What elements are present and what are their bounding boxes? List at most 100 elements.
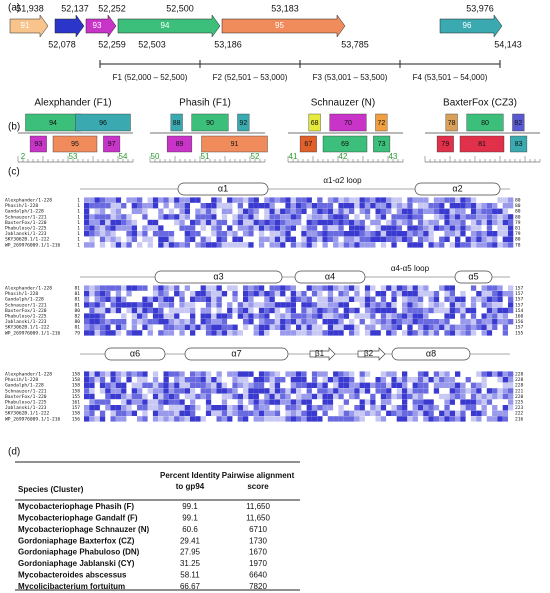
residue-shade: [338, 197, 344, 203]
residue-shade: [391, 219, 397, 226]
residue-shade: [205, 242, 212, 248]
residue-shade: [264, 302, 270, 308]
residue-shade: [375, 231, 381, 237]
residue-shade: [439, 410, 445, 416]
residue-shade: [444, 319, 450, 325]
gene-label: 82: [514, 120, 522, 127]
residue-shade: [280, 219, 286, 226]
residue-shade: [205, 382, 212, 388]
residue-shade: [243, 313, 249, 319]
residue-shade: [174, 319, 180, 325]
residue-shade: [147, 382, 153, 388]
residue-shade: [338, 313, 344, 319]
residue-shade: [274, 197, 281, 203]
residue-shade: [338, 208, 344, 214]
residue-shade: [131, 208, 137, 214]
residue-shade: [322, 319, 328, 325]
residue-shade: [327, 203, 334, 209]
residue-shade: [84, 371, 90, 377]
residue-shade: [99, 197, 106, 203]
residue-shade: [481, 242, 487, 248]
residue-shade: [269, 371, 275, 377]
residue-shade: [508, 377, 514, 383]
table-cell: 1670: [249, 548, 267, 557]
residue-shade: [248, 302, 254, 308]
residue-shade: [274, 225, 281, 231]
residue-shade: [142, 225, 148, 231]
residue-shade: [317, 219, 323, 226]
residue-shade: [317, 324, 323, 330]
residue-shade: [253, 291, 259, 297]
residue-shade: [179, 291, 185, 297]
residue-shade: [105, 307, 111, 314]
residue-shade: [364, 410, 371, 416]
residue-shade: [269, 242, 275, 248]
residue-shade: [131, 219, 137, 226]
residue-shade: [417, 405, 424, 411]
residue-shade: [152, 371, 159, 377]
residue-shade: [89, 307, 95, 314]
residue-shade: [439, 203, 445, 209]
residue-shade: [349, 382, 355, 388]
residue-shade: [470, 410, 477, 416]
gene-label: 72: [377, 120, 385, 127]
residue-shade: [184, 302, 190, 308]
residue-shade: [174, 203, 180, 209]
position: 225: [515, 400, 524, 406]
residue-shade: [168, 319, 175, 325]
residue-shade: [142, 307, 148, 314]
residue-shade: [402, 416, 408, 422]
residue-shade: [105, 399, 111, 405]
residue-shade: [126, 410, 132, 416]
residue-shade: [306, 296, 312, 302]
residue-shade: [322, 405, 328, 411]
residue-shade: [137, 203, 143, 209]
position: 79: [515, 220, 521, 226]
residue-shade: [492, 313, 498, 319]
residue-shade: [216, 231, 222, 237]
residue-shade: [449, 203, 455, 209]
residue-shade: [99, 296, 106, 302]
residue-shade: [190, 399, 196, 405]
residue-shade: [333, 416, 339, 422]
residue-shade: [280, 393, 286, 400]
residue-shade: [253, 410, 259, 416]
residue-shade: [492, 219, 498, 226]
sequence-name: Phabuloso/1-225: [5, 226, 47, 232]
residue-shade: [269, 197, 275, 203]
structure-label: β2: [364, 349, 374, 358]
residue-shade: [433, 219, 440, 226]
residue-shade: [221, 231, 228, 237]
residue-shade: [338, 214, 344, 220]
residue-shade: [115, 296, 122, 302]
residue-shade: [205, 410, 212, 416]
residue-shade: [131, 197, 137, 203]
gene-box: [466, 113, 504, 132]
residue-shade: [343, 231, 349, 237]
residue-shade: [423, 382, 429, 388]
residue-shade: [105, 197, 111, 203]
residue-shade: [89, 236, 95, 242]
residue-shade: [248, 197, 254, 203]
residue-shade: [290, 382, 296, 388]
residue-shade: [174, 388, 180, 394]
residue-shade: [105, 296, 111, 302]
residue-shade: [502, 242, 508, 248]
residue-shade: [486, 214, 493, 220]
residue-shade: [258, 371, 265, 377]
residue-shade: [386, 197, 392, 203]
residue-shade: [290, 219, 296, 226]
residue-shade: [306, 399, 312, 405]
residue-shade: [184, 388, 190, 394]
residue-shade: [391, 382, 397, 388]
ruler-label: 50: [151, 152, 160, 161]
residue-shade: [110, 231, 116, 237]
residue-shade: [508, 285, 514, 291]
residue-shade: [375, 214, 381, 220]
residue-shade: [105, 236, 111, 242]
map-title: Alexphander (F1): [34, 98, 111, 109]
residue-shade: [481, 302, 487, 308]
residue-shade: [333, 219, 339, 226]
residue-shade: [121, 285, 127, 291]
residue-shade: [380, 388, 387, 394]
